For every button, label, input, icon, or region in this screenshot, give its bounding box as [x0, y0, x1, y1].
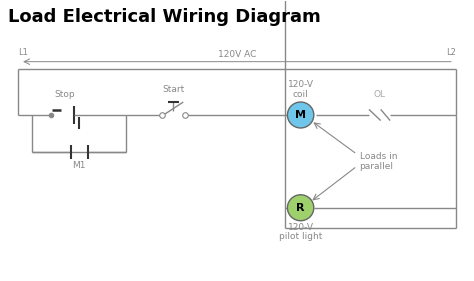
Text: Load Electrical Wiring Diagram: Load Electrical Wiring Diagram	[9, 8, 321, 26]
Text: 120-V
pilot light: 120-V pilot light	[279, 223, 322, 241]
Text: M1: M1	[73, 161, 86, 170]
Text: R: R	[296, 203, 305, 213]
Text: L1: L1	[18, 48, 28, 57]
Text: Start: Start	[162, 85, 184, 94]
Text: M: M	[295, 110, 306, 120]
Circle shape	[287, 195, 314, 221]
Text: Loads in
parallel: Loads in parallel	[359, 152, 397, 171]
Text: OL: OL	[374, 90, 385, 99]
Text: Stop: Stop	[55, 90, 75, 99]
Text: 120V AC: 120V AC	[218, 50, 256, 59]
Text: 120-V
coil: 120-V coil	[288, 80, 314, 99]
Text: L2: L2	[446, 48, 456, 57]
Circle shape	[287, 102, 314, 128]
